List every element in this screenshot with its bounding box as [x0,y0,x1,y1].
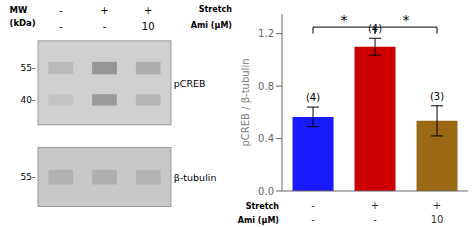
svg-text:pCREB / β-tubulin: pCREB / β-tubulin [240,58,251,146]
svg-text:Ami (μM): Ami (μM) [238,216,279,225]
svg-text:-: - [103,21,107,32]
svg-text:+: + [100,5,108,16]
svg-text:40-: 40- [20,95,35,105]
svg-text:β-tubulin: β-tubulin [174,172,217,183]
svg-text:Ami (μM): Ami (μM) [191,21,232,30]
svg-text:MW: MW [10,5,28,15]
svg-text:-: - [311,214,315,225]
svg-text:*: * [403,12,410,28]
svg-text:(4): (4) [306,92,320,103]
svg-text:*: * [341,12,348,28]
svg-text:-: - [59,5,63,16]
svg-text:55-: 55- [20,63,35,73]
svg-text:(4): (4) [368,23,382,34]
svg-text:10: 10 [431,214,444,225]
svg-text:pCREB: pCREB [174,78,206,89]
svg-text:Stretch: Stretch [246,202,280,211]
svg-text:1.2: 1.2 [258,28,274,39]
svg-text:Stretch: Stretch [199,5,233,14]
svg-text:+: + [433,200,441,211]
svg-text:(kDa): (kDa) [10,18,36,28]
svg-text:-: - [373,214,377,225]
svg-text:+: + [371,200,379,211]
svg-text:-: - [59,21,63,32]
svg-text:+: + [144,5,152,16]
svg-text:0.0: 0.0 [258,186,274,197]
svg-text:0.8: 0.8 [258,81,274,92]
svg-text:(3): (3) [430,91,444,102]
svg-text:-: - [311,200,315,211]
svg-text:10: 10 [142,21,155,32]
svg-text:0.4: 0.4 [258,133,274,144]
svg-text:55-: 55- [20,172,35,182]
